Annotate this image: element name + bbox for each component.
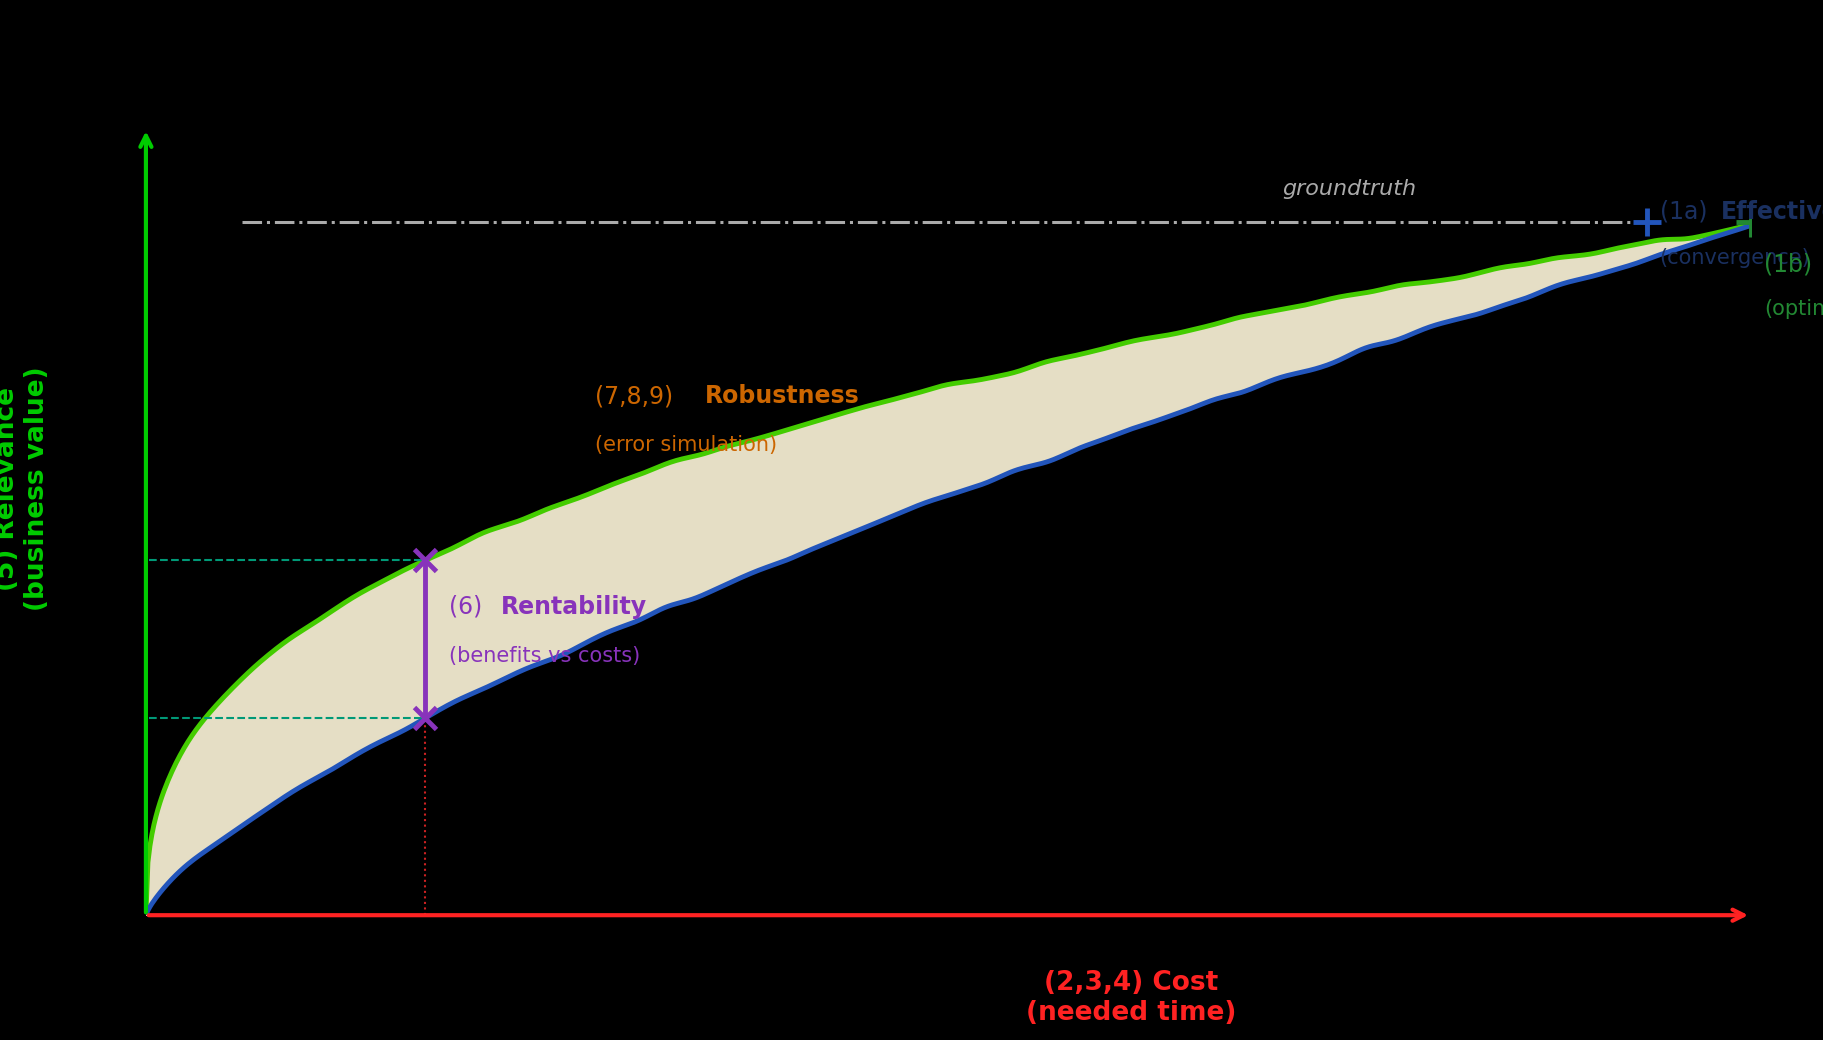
Text: (benefits vs costs): (benefits vs costs) xyxy=(448,646,640,666)
Text: groundtruth: groundtruth xyxy=(1282,179,1416,199)
Text: Robustness: Robustness xyxy=(704,384,859,408)
Text: (5) Relevance
(business value): (5) Relevance (business value) xyxy=(0,366,49,612)
Text: (optimization): (optimization) xyxy=(1763,298,1823,318)
Text: (6): (6) xyxy=(448,595,490,619)
Text: (1a): (1a) xyxy=(1659,200,1714,224)
Text: (convergence): (convergence) xyxy=(1659,249,1808,268)
Text: (7,8,9): (7,8,9) xyxy=(594,384,680,408)
Text: Rentability: Rentability xyxy=(500,595,647,619)
Text: (1b): (1b) xyxy=(1763,253,1819,277)
Text: (2,3,4) Cost
(needed time): (2,3,4) Cost (needed time) xyxy=(1025,970,1236,1026)
Text: (error simulation): (error simulation) xyxy=(594,435,777,454)
Text: Effectiveness: Effectiveness xyxy=(1719,200,1823,224)
